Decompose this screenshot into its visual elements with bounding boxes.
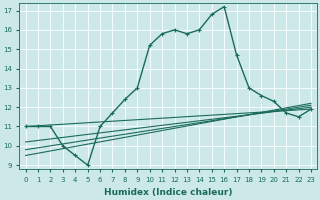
X-axis label: Humidex (Indice chaleur): Humidex (Indice chaleur) (104, 188, 233, 197)
